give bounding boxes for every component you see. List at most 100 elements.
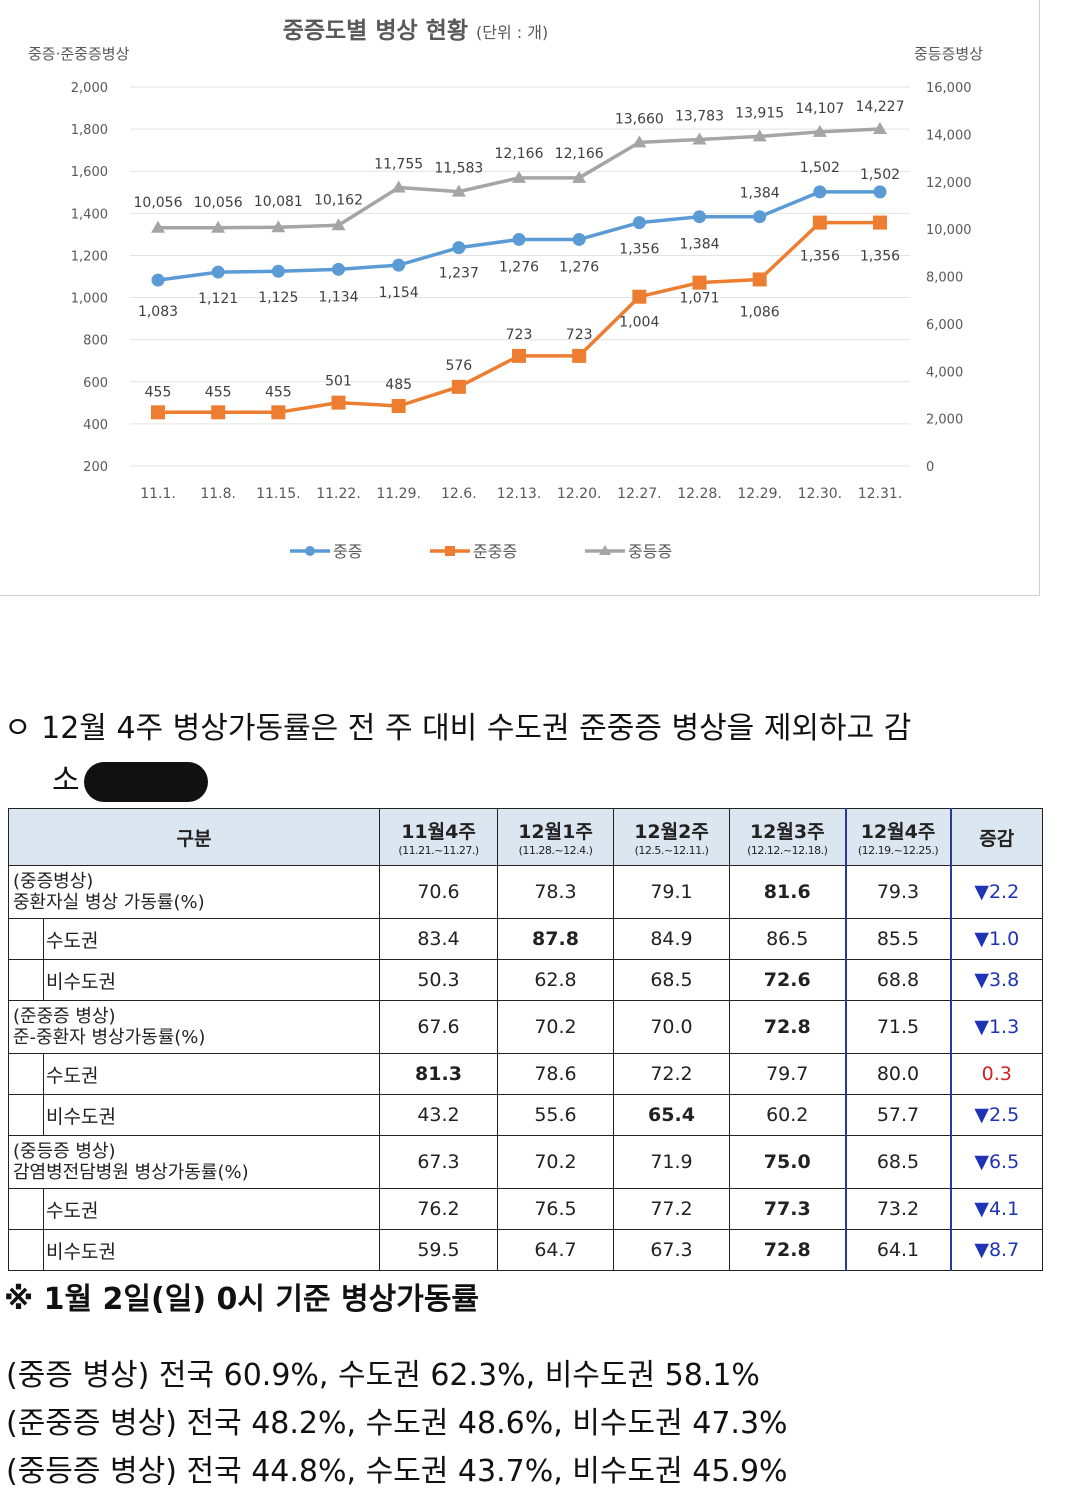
data-point xyxy=(692,132,707,145)
x-tick-label: 11.29. xyxy=(376,486,421,502)
chart-container: 중증도별 병상 현황 (단위 : 개) 중증·준중증병상 중등증병상 2,000… xyxy=(0,0,1040,596)
value-cell: 43.2 xyxy=(379,1094,498,1136)
left-tick-label: 1,600 xyxy=(71,165,108,180)
data-point xyxy=(632,135,647,148)
legend-label: 중증 xyxy=(333,542,362,561)
right-tick-label: 12,000 xyxy=(926,176,972,191)
data-label: 1,004 xyxy=(619,315,659,331)
value-cell: 60.2 xyxy=(729,1094,846,1136)
value-cell: 80.0 xyxy=(844,1053,952,1095)
data-point xyxy=(512,348,526,363)
data-point xyxy=(331,395,346,410)
left-tick-label: 1,400 xyxy=(71,207,108,222)
data-label: 1,134 xyxy=(318,289,358,305)
notes: (중증 병상) 전국 60.9%, 수도권 62.3%, 비수도권 58.1% … xyxy=(6,1352,788,1496)
right-tick-label: 10,000 xyxy=(926,223,972,238)
left-tick-label: 400 xyxy=(83,418,108,433)
data-point xyxy=(812,124,827,137)
right-tick-label: 6,000 xyxy=(926,318,963,333)
x-tick-label: 12.31. xyxy=(858,486,903,502)
table-row: 비수도권 59.5 64.7 67.3 72.8 64.1 ▼8.7 xyxy=(8,1229,1043,1271)
data-label: 1,384 xyxy=(679,237,719,253)
value-cell: 68.5 xyxy=(844,1135,952,1189)
data-point xyxy=(151,220,165,233)
row-region: 수도권 xyxy=(43,918,380,960)
data-label: 1,071 xyxy=(679,291,719,307)
bullet-line-1: ㅇ 12월 4주 병상가동률은 전 주 대비 수도권 준중증 병상을 제외하고 … xyxy=(4,711,912,746)
data-label: 455 xyxy=(265,384,292,400)
value-cell: 65.4 xyxy=(613,1094,730,1136)
row-category: (준중증 병상) 준-중환자 병상가동률(%) xyxy=(8,1000,380,1054)
change-cell: ▼4.1 xyxy=(950,1188,1043,1230)
table-row: 수도권 83.4 87.8 84.9 86.5 85.5 ▼1.0 xyxy=(8,918,1043,960)
data-point xyxy=(331,218,346,231)
data-point xyxy=(151,273,165,287)
value-cell: 77.3 xyxy=(729,1188,846,1230)
data-label: 455 xyxy=(205,384,232,400)
data-label: 1,502 xyxy=(860,167,900,183)
data-point xyxy=(572,170,587,183)
x-tick-label: 12.27. xyxy=(617,486,662,502)
legend-marker xyxy=(445,546,455,556)
value-cell: 86.5 xyxy=(729,918,846,960)
data-label: 10,056 xyxy=(194,195,243,211)
data-label: 723 xyxy=(506,327,533,343)
value-cell: 77.2 xyxy=(613,1188,730,1230)
value-cell: 70.6 xyxy=(379,865,498,919)
x-tick-label: 12.20. xyxy=(557,486,602,502)
row-region: 수도권 xyxy=(43,1053,380,1095)
data-point xyxy=(211,220,226,233)
indent-cell xyxy=(8,959,44,1001)
table-row: (중증병상) 중환자실 병상 가동률(%) 70.6 78.3 79.1 81.6 79.3… xyxy=(8,865,1043,919)
change-cell: ▼8.7 xyxy=(950,1229,1043,1271)
value-cell: 78.6 xyxy=(497,1053,614,1095)
change-cell: ▼1.3 xyxy=(950,1000,1043,1054)
data-label: 1,276 xyxy=(559,259,599,275)
change-cell: ▼6.5 xyxy=(950,1135,1043,1189)
note-title: ※ 1월 2일(일) 0시 기준 병상가동률 xyxy=(4,1282,480,1317)
data-label: 13,915 xyxy=(735,105,784,121)
data-point xyxy=(451,184,466,197)
chart-title: 중증도별 병상 현황 xyxy=(283,18,468,44)
data-point xyxy=(752,129,767,142)
indent-cell xyxy=(8,1053,44,1095)
row-region: 비수도권 xyxy=(43,1229,380,1271)
value-cell: 62.8 xyxy=(497,959,614,1001)
header-change: 증감 xyxy=(950,808,1043,866)
data-label: 723 xyxy=(566,327,593,343)
data-point xyxy=(692,275,707,290)
x-tick-label: 12.30. xyxy=(798,486,843,502)
data-point xyxy=(632,216,646,230)
value-cell: 70.2 xyxy=(497,1135,614,1189)
change-cell: ▼2.5 xyxy=(950,1094,1043,1136)
right-tick-label: 0 xyxy=(926,460,934,475)
right-axis-title: 중등증병상 xyxy=(914,45,983,63)
value-cell: 79.3 xyxy=(844,865,952,919)
table-row: 수도권 76.2 76.5 77.2 77.3 73.2 ▼4.1 xyxy=(8,1188,1043,1230)
data-point xyxy=(271,405,286,420)
data-point xyxy=(752,272,767,287)
data-label: 1,125 xyxy=(258,290,298,306)
table-row: (준중증 병상) 준-중환자 병상가동률(%) 67.6 70.2 70.0 72.8 71… xyxy=(8,1000,1043,1054)
value-cell: 64.1 xyxy=(844,1229,952,1271)
change-cell: ▼2.2 xyxy=(950,865,1043,919)
data-label: 1,083 xyxy=(138,304,178,320)
data-point xyxy=(211,405,226,420)
data-point xyxy=(151,405,165,420)
data-point xyxy=(812,215,827,230)
x-tick-label: 11.22. xyxy=(316,486,361,502)
data-point xyxy=(271,220,286,233)
row-category: (중증병상) 중환자실 병상 가동률(%) xyxy=(8,865,380,919)
x-tick-label: 12.28. xyxy=(677,486,722,502)
note-line: (준중증 병상) 전국 48.2%, 수도권 48.6%, 비수도권 47.3% xyxy=(6,1406,788,1441)
value-cell: 72.8 xyxy=(729,1000,846,1054)
left-tick-label: 600 xyxy=(83,376,108,391)
x-tick-label: 11.1. xyxy=(140,486,176,502)
right-tick-label: 4,000 xyxy=(926,365,963,380)
left-tick-label: 200 xyxy=(83,460,108,475)
note-line: (중증 병상) 전국 60.9%, 수도권 62.3%, 비수도권 58.1% xyxy=(6,1358,760,1393)
data-label: 10,162 xyxy=(314,192,363,208)
value-cell: 67.6 xyxy=(379,1000,498,1054)
data-label: 485 xyxy=(385,377,412,393)
header-week: 11월4주 (11.21.~11.27.) xyxy=(379,808,498,866)
